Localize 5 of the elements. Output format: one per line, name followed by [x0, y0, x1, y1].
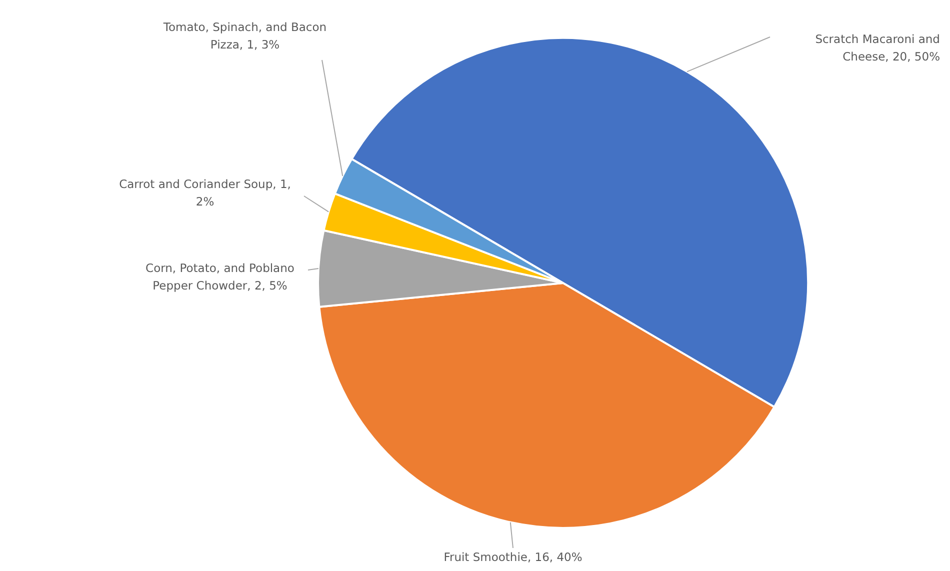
slice-label: Scratch Macaroni and Cheese, 20, 50%	[815, 32, 940, 64]
slice-label: Tomato, Spinach, and Bacon Pizza, 1, 3%	[162, 20, 327, 52]
slice-label: Corn, Potato, and Poblano Pepper Chowder, 2, 5%	[146, 261, 294, 292]
slice-label: Carrot and Coriander Soup, 1, 2%	[119, 177, 291, 208]
slice-label: Fruit Smoothie, 16, 40%	[444, 550, 582, 564]
